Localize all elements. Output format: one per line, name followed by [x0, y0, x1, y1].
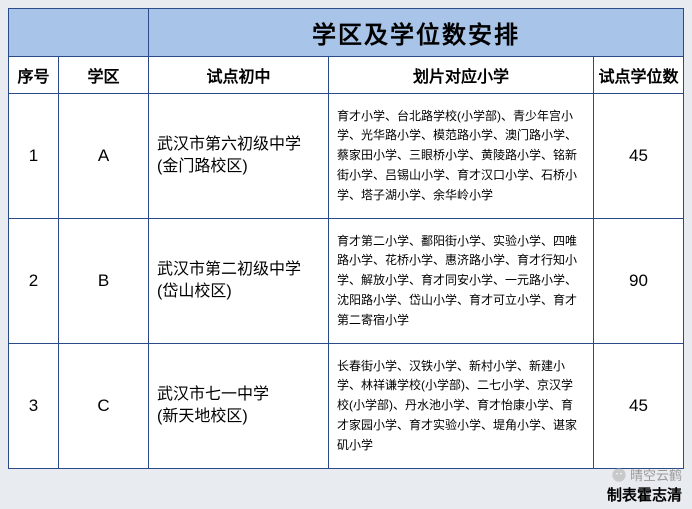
col-header-school: 试点初中 — [149, 57, 329, 94]
cell-zone: C — [59, 344, 149, 469]
col-header-primary: 划片对应小学 — [329, 57, 594, 94]
col-header-count: 试点学位数 — [593, 57, 683, 94]
col-header-zone: 学区 — [59, 57, 149, 94]
table-row: 2 B 武汉市第二初级中学(岱山校区) 育才第二小学、鄱阳街小学、实验小学、四唯… — [9, 219, 684, 344]
cell-zone: B — [59, 219, 149, 344]
cell-primary: 长春街小学、汉铁小学、新村小学、新建小学、林祥谦学校(小学部)、二七小学、京汉学… — [329, 344, 594, 469]
cell-count: 45 — [593, 94, 683, 219]
table-title: 学区及学位数安排 — [149, 9, 684, 57]
watermark: 晴空云鹤 — [607, 465, 682, 484]
title-corner — [9, 9, 149, 57]
footer: 晴空云鹤 制表霍志清 — [607, 465, 682, 505]
school-zone-table: 学区及学位数安排 序号 学区 试点初中 划片对应小学 试点学位数 1 A 武汉市… — [8, 8, 684, 469]
cell-seq: 2 — [9, 219, 59, 344]
wechat-icon — [611, 467, 627, 483]
table-body: 1 A 武汉市第六初级中学(金门路校区) 育才小学、台北路学校(小学部)、青少年… — [9, 94, 684, 469]
col-header-seq: 序号 — [9, 57, 59, 94]
cell-school: 武汉市第二初级中学(岱山校区) — [149, 219, 329, 344]
cell-seq: 1 — [9, 94, 59, 219]
cell-school: 武汉市第六初级中学(金门路校区) — [149, 94, 329, 219]
table-row: 3 C 武汉市七一中学(新天地校区) 长春街小学、汉铁小学、新村小学、新建小学、… — [9, 344, 684, 469]
cell-count: 45 — [593, 344, 683, 469]
cell-primary: 育才小学、台北路学校(小学部)、青少年宫小学、光华路小学、模范路小学、澳门路小学… — [329, 94, 594, 219]
cell-school: 武汉市七一中学(新天地校区) — [149, 344, 329, 469]
cell-count: 90 — [593, 219, 683, 344]
cell-primary: 育才第二小学、鄱阳街小学、实验小学、四唯路小学、花桥小学、惠济路小学、育才行知小… — [329, 219, 594, 344]
cell-seq: 3 — [9, 344, 59, 469]
table-container: 学区及学位数安排 序号 学区 试点初中 划片对应小学 试点学位数 1 A 武汉市… — [0, 0, 692, 477]
credit-text: 制表霍志清 — [607, 484, 682, 505]
watermark-text: 晴空云鹤 — [630, 465, 682, 484]
cell-zone: A — [59, 94, 149, 219]
table-row: 1 A 武汉市第六初级中学(金门路校区) 育才小学、台北路学校(小学部)、青少年… — [9, 94, 684, 219]
